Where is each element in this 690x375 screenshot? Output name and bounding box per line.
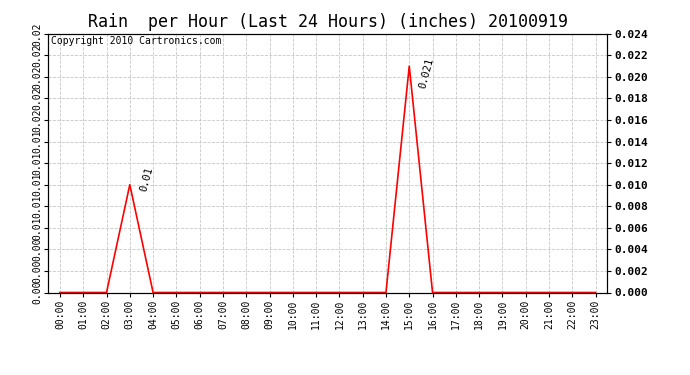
Text: 0.01: 0.01	[139, 165, 155, 192]
Title: Rain  per Hour (Last 24 Hours) (inches) 20100919: Rain per Hour (Last 24 Hours) (inches) 2…	[88, 13, 568, 31]
Text: Copyright 2010 Cartronics.com: Copyright 2010 Cartronics.com	[51, 36, 221, 46]
Text: 0.021: 0.021	[417, 57, 435, 90]
